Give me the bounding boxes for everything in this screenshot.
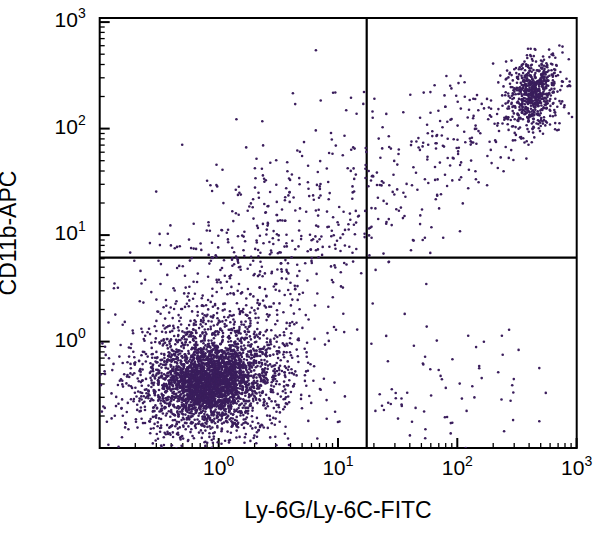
svg-text:101: 101 (322, 453, 353, 479)
svg-text:103: 103 (561, 453, 592, 479)
svg-text:100: 100 (203, 453, 234, 479)
svg-text:100: 100 (55, 325, 86, 351)
svg-text:103: 103 (55, 5, 86, 31)
svg-text:102: 102 (442, 453, 473, 479)
svg-text:101: 101 (55, 218, 86, 244)
svg-text:102: 102 (55, 112, 86, 138)
svg-text:Ly-6G/Ly-6C-FITC: Ly-6G/Ly-6C-FITC (244, 497, 431, 523)
svg-text:CD11b-APC: CD11b-APC (0, 171, 21, 296)
